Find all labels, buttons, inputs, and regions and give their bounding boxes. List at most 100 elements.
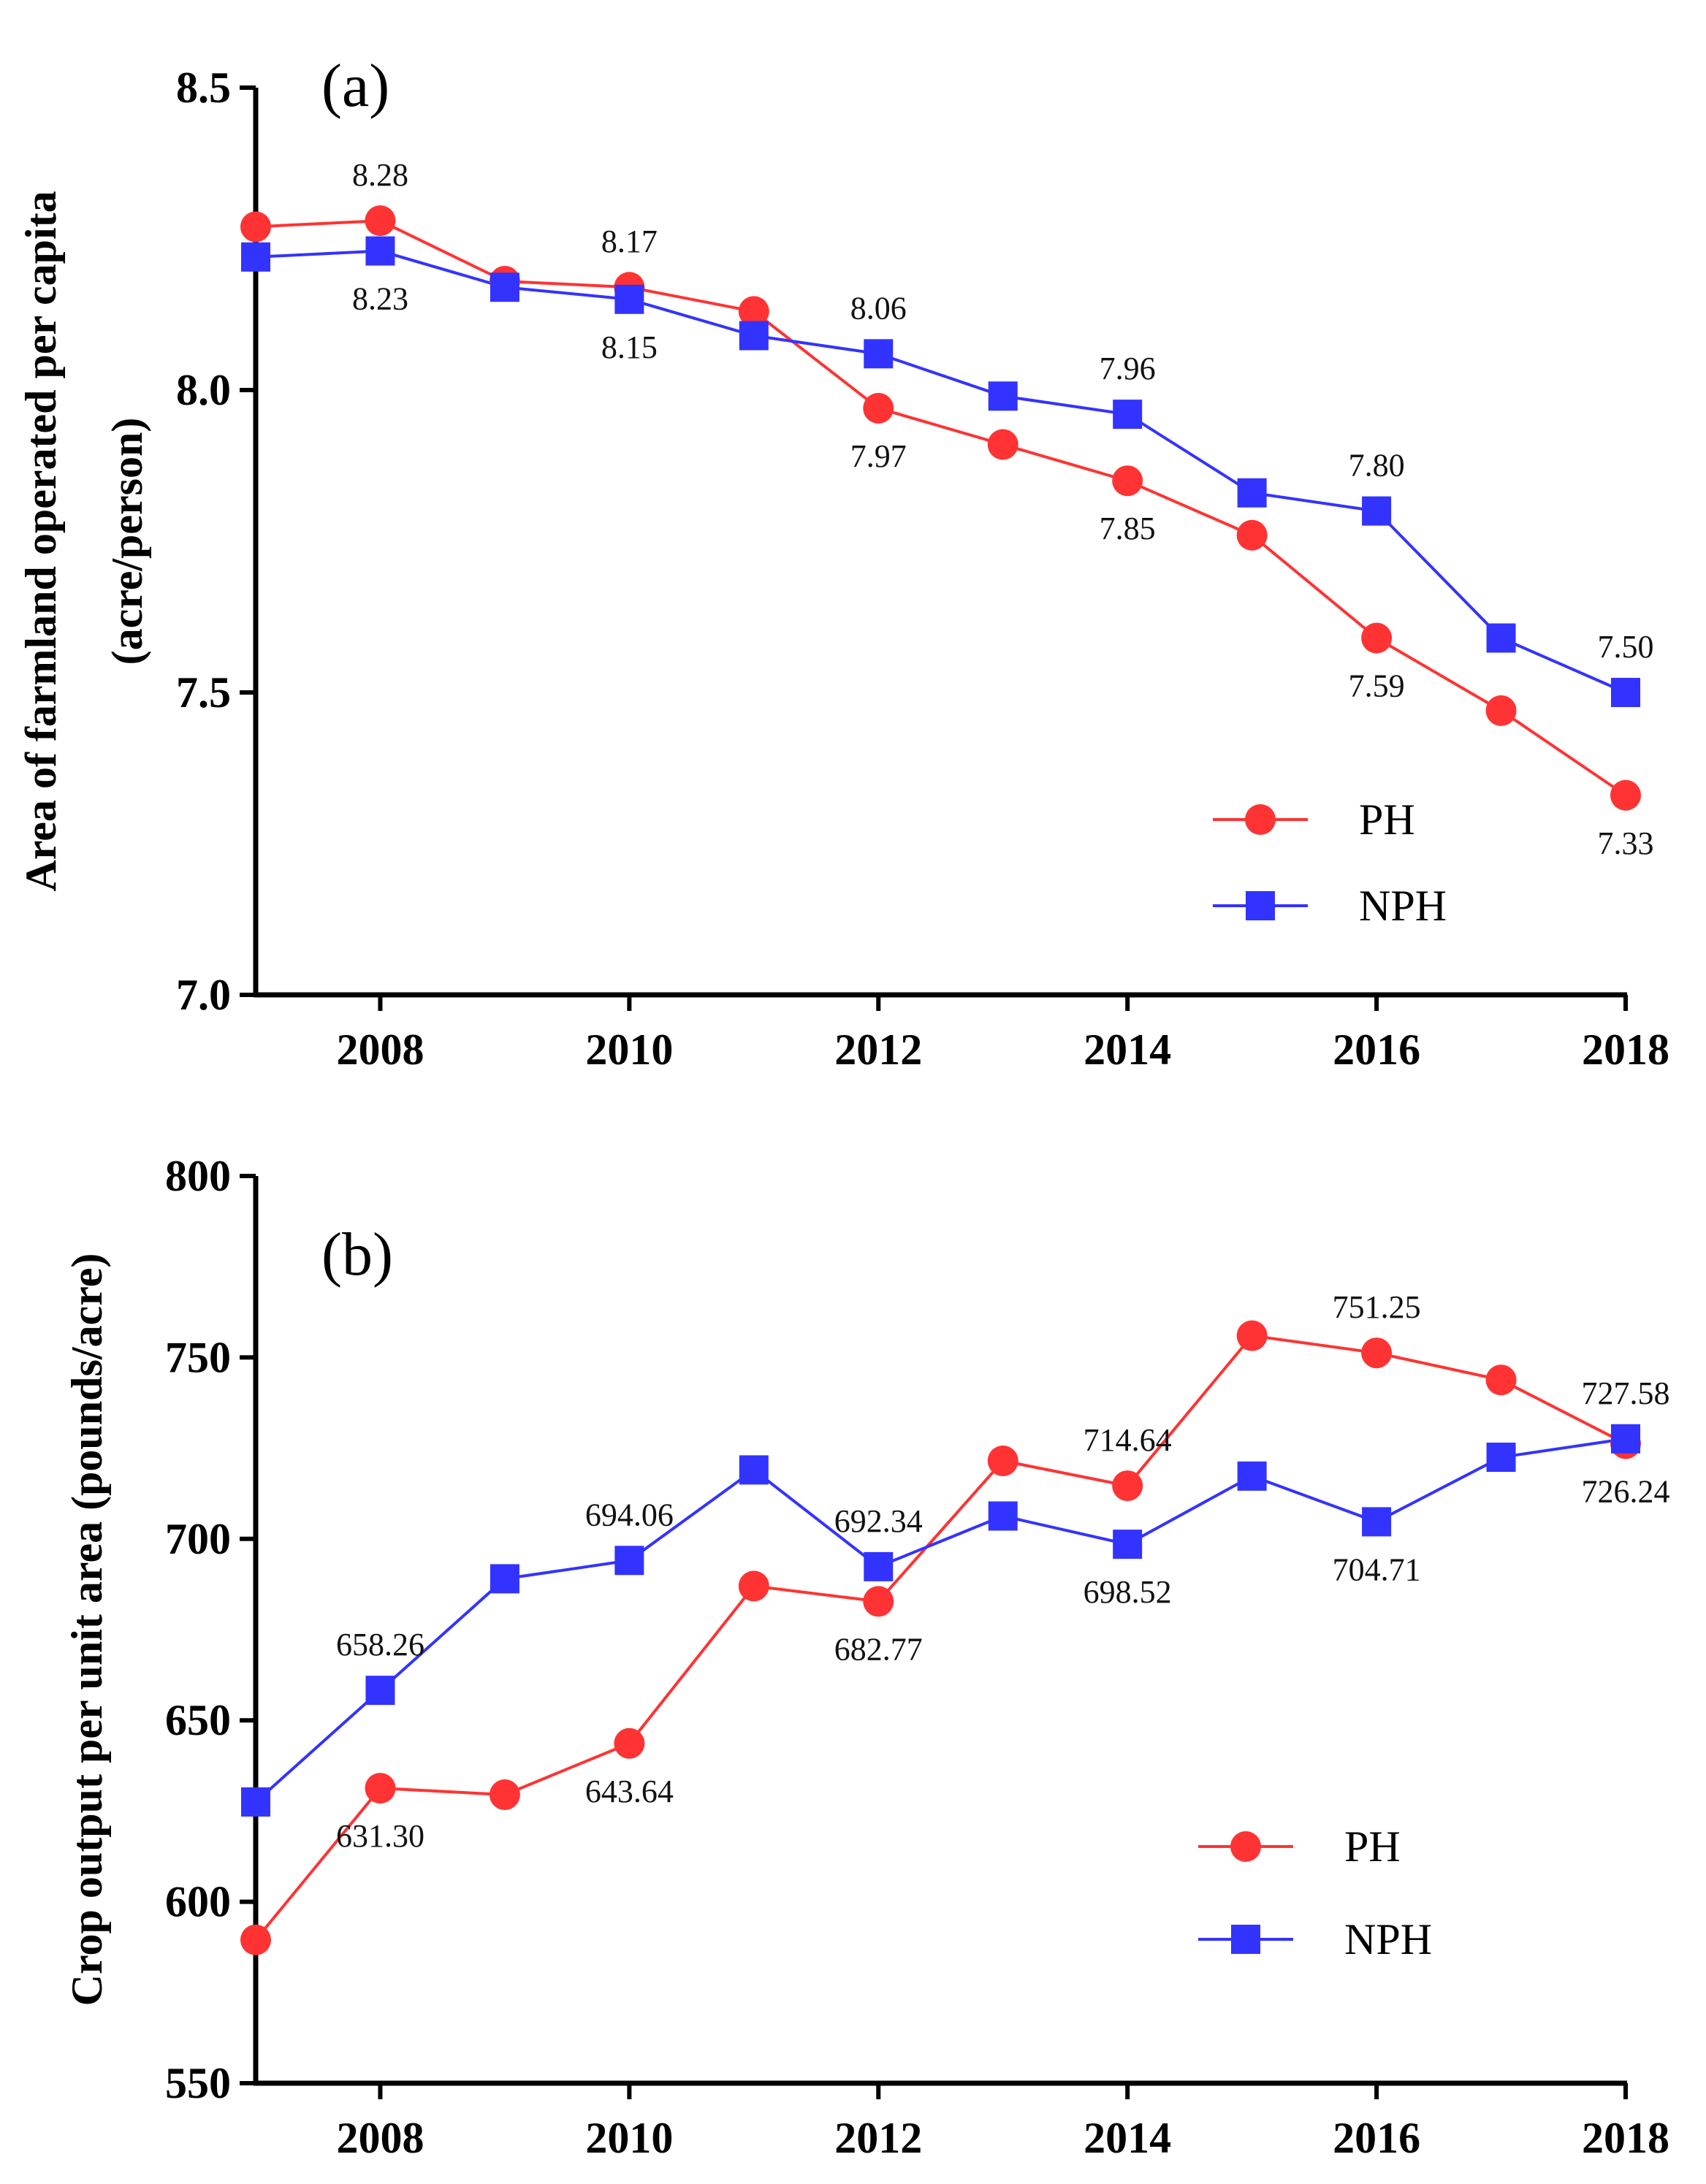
data-label: 7.96 xyxy=(1100,351,1156,386)
y-tick-label: 550 xyxy=(165,2059,231,2107)
legend-label-ph: PH xyxy=(1344,1822,1401,1871)
data-point-nph xyxy=(490,1564,519,1594)
x-tick-label: 2010 xyxy=(585,1026,673,1074)
data-point-ph xyxy=(1236,1320,1268,1351)
data-label: 643.64 xyxy=(585,1773,674,1809)
panel-label: (a) xyxy=(321,52,389,120)
data-label: 8.28 xyxy=(352,157,408,193)
y-tick-label: 8.5 xyxy=(176,64,231,112)
data-point-ph xyxy=(1485,1364,1517,1396)
data-point-nph xyxy=(864,339,894,369)
data-label: 7.50 xyxy=(1598,629,1654,665)
data-point-nph xyxy=(1237,1461,1267,1491)
legend-label-nph: NPH xyxy=(1344,1915,1432,1963)
series-line-ph xyxy=(254,1334,1626,1941)
x-tick-label: 2012 xyxy=(834,1026,922,1074)
legend-marker-nph xyxy=(1246,891,1275,920)
y-axis-title: Crop output per unit area (pounds/acre) xyxy=(63,1253,111,2007)
data-point-ph xyxy=(738,296,769,327)
data-point-ph xyxy=(365,1773,396,1804)
x-tick-label: 2014 xyxy=(1084,1026,1171,1074)
data-point-ph xyxy=(1610,779,1641,811)
data-point-nph xyxy=(614,1546,644,1576)
legend-label-ph: PH xyxy=(1359,795,1415,844)
y-tick-label: 7.0 xyxy=(176,971,231,1019)
panel-b: 550 600 650 700 750 800 2008 2010 2012 2014 2016 20… xyxy=(63,1152,1670,2162)
data-label: 7.80 xyxy=(1349,448,1405,484)
data-label: 8.23 xyxy=(352,281,408,317)
data-label: 751.25 xyxy=(1333,1289,1421,1325)
legend-marker-ph xyxy=(1230,1831,1261,1862)
panel-label: (b) xyxy=(321,1221,393,1288)
data-point-ph xyxy=(1112,1470,1143,1502)
data-label: 8.15 xyxy=(601,329,658,365)
x-tick-label: 2018 xyxy=(1582,1026,1669,1074)
data-point-nph xyxy=(864,1551,894,1581)
data-point-nph xyxy=(988,1501,1018,1531)
data-label: 7.59 xyxy=(1349,668,1405,703)
data-point-ph xyxy=(1485,695,1517,726)
x-tick-label: 2014 xyxy=(1084,2114,1171,2162)
y-tick-label: 800 xyxy=(165,1152,231,1200)
data-point-ph xyxy=(1112,465,1143,497)
legend-label-nph: NPH xyxy=(1359,882,1447,930)
y-tick-label: 750 xyxy=(165,1333,231,1381)
data-point-ph xyxy=(1236,519,1268,551)
x-tick-label: 2008 xyxy=(336,1026,424,1074)
x-tick-label: 2010 xyxy=(585,2114,673,2162)
y-tick-label: 700 xyxy=(165,1515,231,1563)
legend: PH NPH xyxy=(1198,1822,1432,1963)
data-point-ph xyxy=(240,1924,271,1955)
y-axis-title: (acre/person) xyxy=(103,418,151,665)
data-point-nph xyxy=(1611,678,1640,707)
data-point-nph xyxy=(739,1455,769,1485)
data-point-nph xyxy=(614,284,644,314)
data-label: 658.26 xyxy=(336,1627,424,1662)
data-label: 692.34 xyxy=(834,1503,923,1539)
panel-a: 7.0 7.5 8.0 8.5 2008 2010 2012 2014 2016 2018 Area… xyxy=(17,52,1669,1074)
data-point-nph xyxy=(1237,478,1267,508)
y-tick-label: 600 xyxy=(165,1878,231,1926)
data-label: 682.77 xyxy=(834,1631,923,1667)
data-point-nph xyxy=(490,272,519,302)
data-point-ph xyxy=(614,1727,645,1759)
y-tick-label: 650 xyxy=(165,1696,231,1744)
data-point-nph xyxy=(365,236,395,266)
data-point-nph xyxy=(1362,496,1392,526)
data-label: 7.33 xyxy=(1598,825,1654,861)
legend-marker-ph xyxy=(1245,804,1276,835)
y-tick-label: 7.5 xyxy=(176,668,231,717)
data-label: 7.85 xyxy=(1100,511,1156,546)
data-point-ph xyxy=(489,1779,520,1811)
data-point-ph xyxy=(987,429,1018,460)
data-point-nph xyxy=(988,381,1018,411)
data-label: 694.06 xyxy=(585,1497,674,1532)
series-line-ph xyxy=(255,219,1627,797)
data-point-nph xyxy=(241,242,270,272)
data-label: 727.58 xyxy=(1582,1375,1670,1411)
data-label: 714.64 xyxy=(1084,1422,1172,1458)
data-point-nph xyxy=(1486,623,1516,653)
data-label: 726.24 xyxy=(1582,1473,1670,1509)
data-point-ph xyxy=(987,1445,1018,1476)
x-tick-label: 2012 xyxy=(834,2114,922,2162)
data-point-nph xyxy=(365,1676,395,1706)
data-point-nph xyxy=(1362,1507,1392,1537)
data-point-ph xyxy=(863,392,894,424)
data-point-nph xyxy=(1113,1530,1143,1559)
data-point-nph xyxy=(241,1787,270,1817)
data-point-ph xyxy=(738,1570,769,1602)
data-point-ph xyxy=(1361,622,1393,654)
legend: PH NPH xyxy=(1213,795,1447,930)
data-label: 8.06 xyxy=(850,290,907,326)
data-point-ph xyxy=(1361,1337,1393,1369)
data-point-nph xyxy=(739,321,769,351)
legend-marker-nph xyxy=(1231,1925,1260,1954)
data-label: 7.97 xyxy=(850,438,907,474)
x-tick-label: 2018 xyxy=(1582,2114,1669,2162)
x-tick-label: 2008 xyxy=(336,2114,424,2162)
data-point-ph xyxy=(365,205,396,237)
series-line-nph xyxy=(255,249,1626,694)
